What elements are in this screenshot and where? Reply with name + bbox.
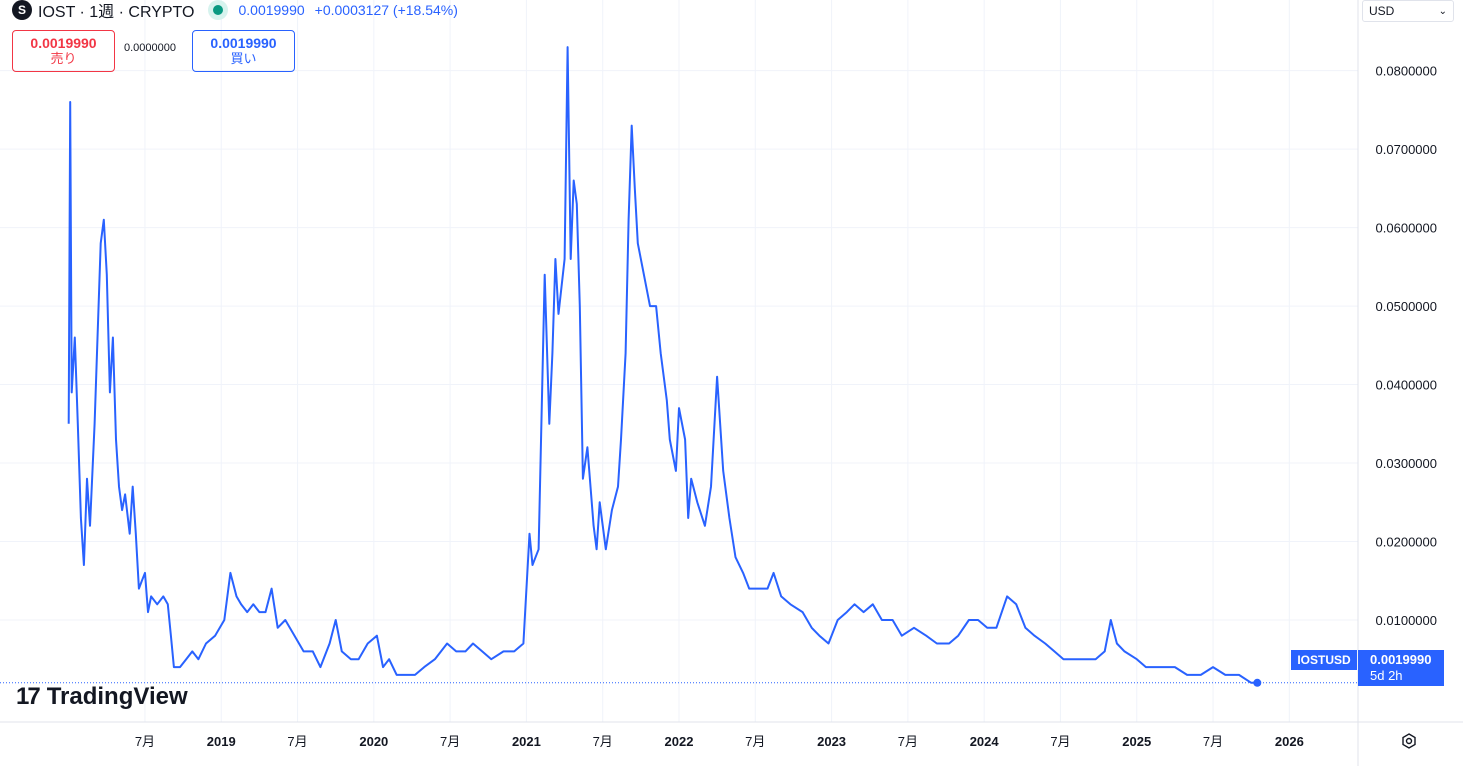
tradingview-mark-icon: 17 [16, 683, 41, 710]
x-tick-label: 2025 [1122, 734, 1151, 749]
symbol-title[interactable]: IOST · 1週 · CRYPTO [38, 4, 195, 21]
y-tick-label: 0.0600000 [1376, 221, 1437, 236]
y-tick-label: 0.0200000 [1376, 535, 1437, 550]
spread-value: 0.0000000 [124, 42, 176, 54]
y-tick-label: 0.0300000 [1376, 456, 1437, 471]
currency-select[interactable]: USD ⌄ [1362, 0, 1454, 22]
chart-header: S IOST · 1週 · CRYPTO 0.0019990 +0.000312… [12, 0, 458, 21]
sell-price: 0.0019990 [30, 35, 97, 51]
x-tick-label: 2022 [665, 734, 694, 749]
gear-icon[interactable] [1398, 730, 1420, 752]
y-tick-label: 0.0700000 [1376, 142, 1437, 157]
x-tick-label: 7月 [593, 734, 613, 749]
x-tick-label: 7月 [1050, 734, 1070, 749]
x-tick-label: 2026 [1275, 734, 1304, 749]
buy-button[interactable]: 0.0019990 買い [192, 30, 295, 72]
sell-button[interactable]: 0.0019990 売り [12, 30, 115, 72]
currency-value: USD [1369, 4, 1395, 18]
current-price-value: 0.0019990 [1370, 652, 1432, 667]
y-tick-label: 0.0800000 [1376, 64, 1437, 79]
x-tick-label: 2023 [817, 734, 846, 749]
price-change: +0.0003127 (+18.54%) [314, 2, 458, 18]
x-tick-label: 7月 [135, 734, 155, 749]
y-tick-label: 0.0100000 [1376, 613, 1437, 628]
x-tick-label: 2019 [207, 734, 236, 749]
current-price-label: 0.0019990 5d 2h [1358, 650, 1444, 686]
y-tick-label: 0.0400000 [1376, 378, 1437, 393]
tradingview-logo[interactable]: 17 TradingView [16, 683, 188, 711]
bar-countdown: 5d 2h [1370, 668, 1403, 683]
iost-logo-icon: S [12, 0, 32, 20]
x-tick-label: 7月 [898, 734, 918, 749]
x-tick-label: 7月 [287, 734, 307, 749]
x-tick-label: 2020 [359, 734, 388, 749]
last-point-marker [1253, 678, 1262, 687]
x-tick-label: 7月 [440, 734, 460, 749]
x-tick-label: 2021 [512, 734, 541, 749]
y-tick-label: 0.0500000 [1376, 299, 1437, 314]
buy-price: 0.0019990 [210, 35, 277, 51]
buy-label: 買い [230, 51, 257, 66]
x-tick-label: 2024 [970, 734, 1000, 749]
symbol-price-label: IOSTUSD [1291, 650, 1357, 670]
x-tick-label: 7月 [1203, 734, 1223, 749]
tradingview-name: TradingView [46, 683, 188, 710]
market-status-icon[interactable] [208, 0, 229, 20]
x-tick-label: 7月 [745, 734, 765, 749]
sell-label: 売り [50, 51, 77, 66]
chevron-down-icon: ⌄ [1438, 5, 1447, 17]
last-price: 0.0019990 [238, 2, 305, 18]
price-series-line [67, 46, 1258, 684]
